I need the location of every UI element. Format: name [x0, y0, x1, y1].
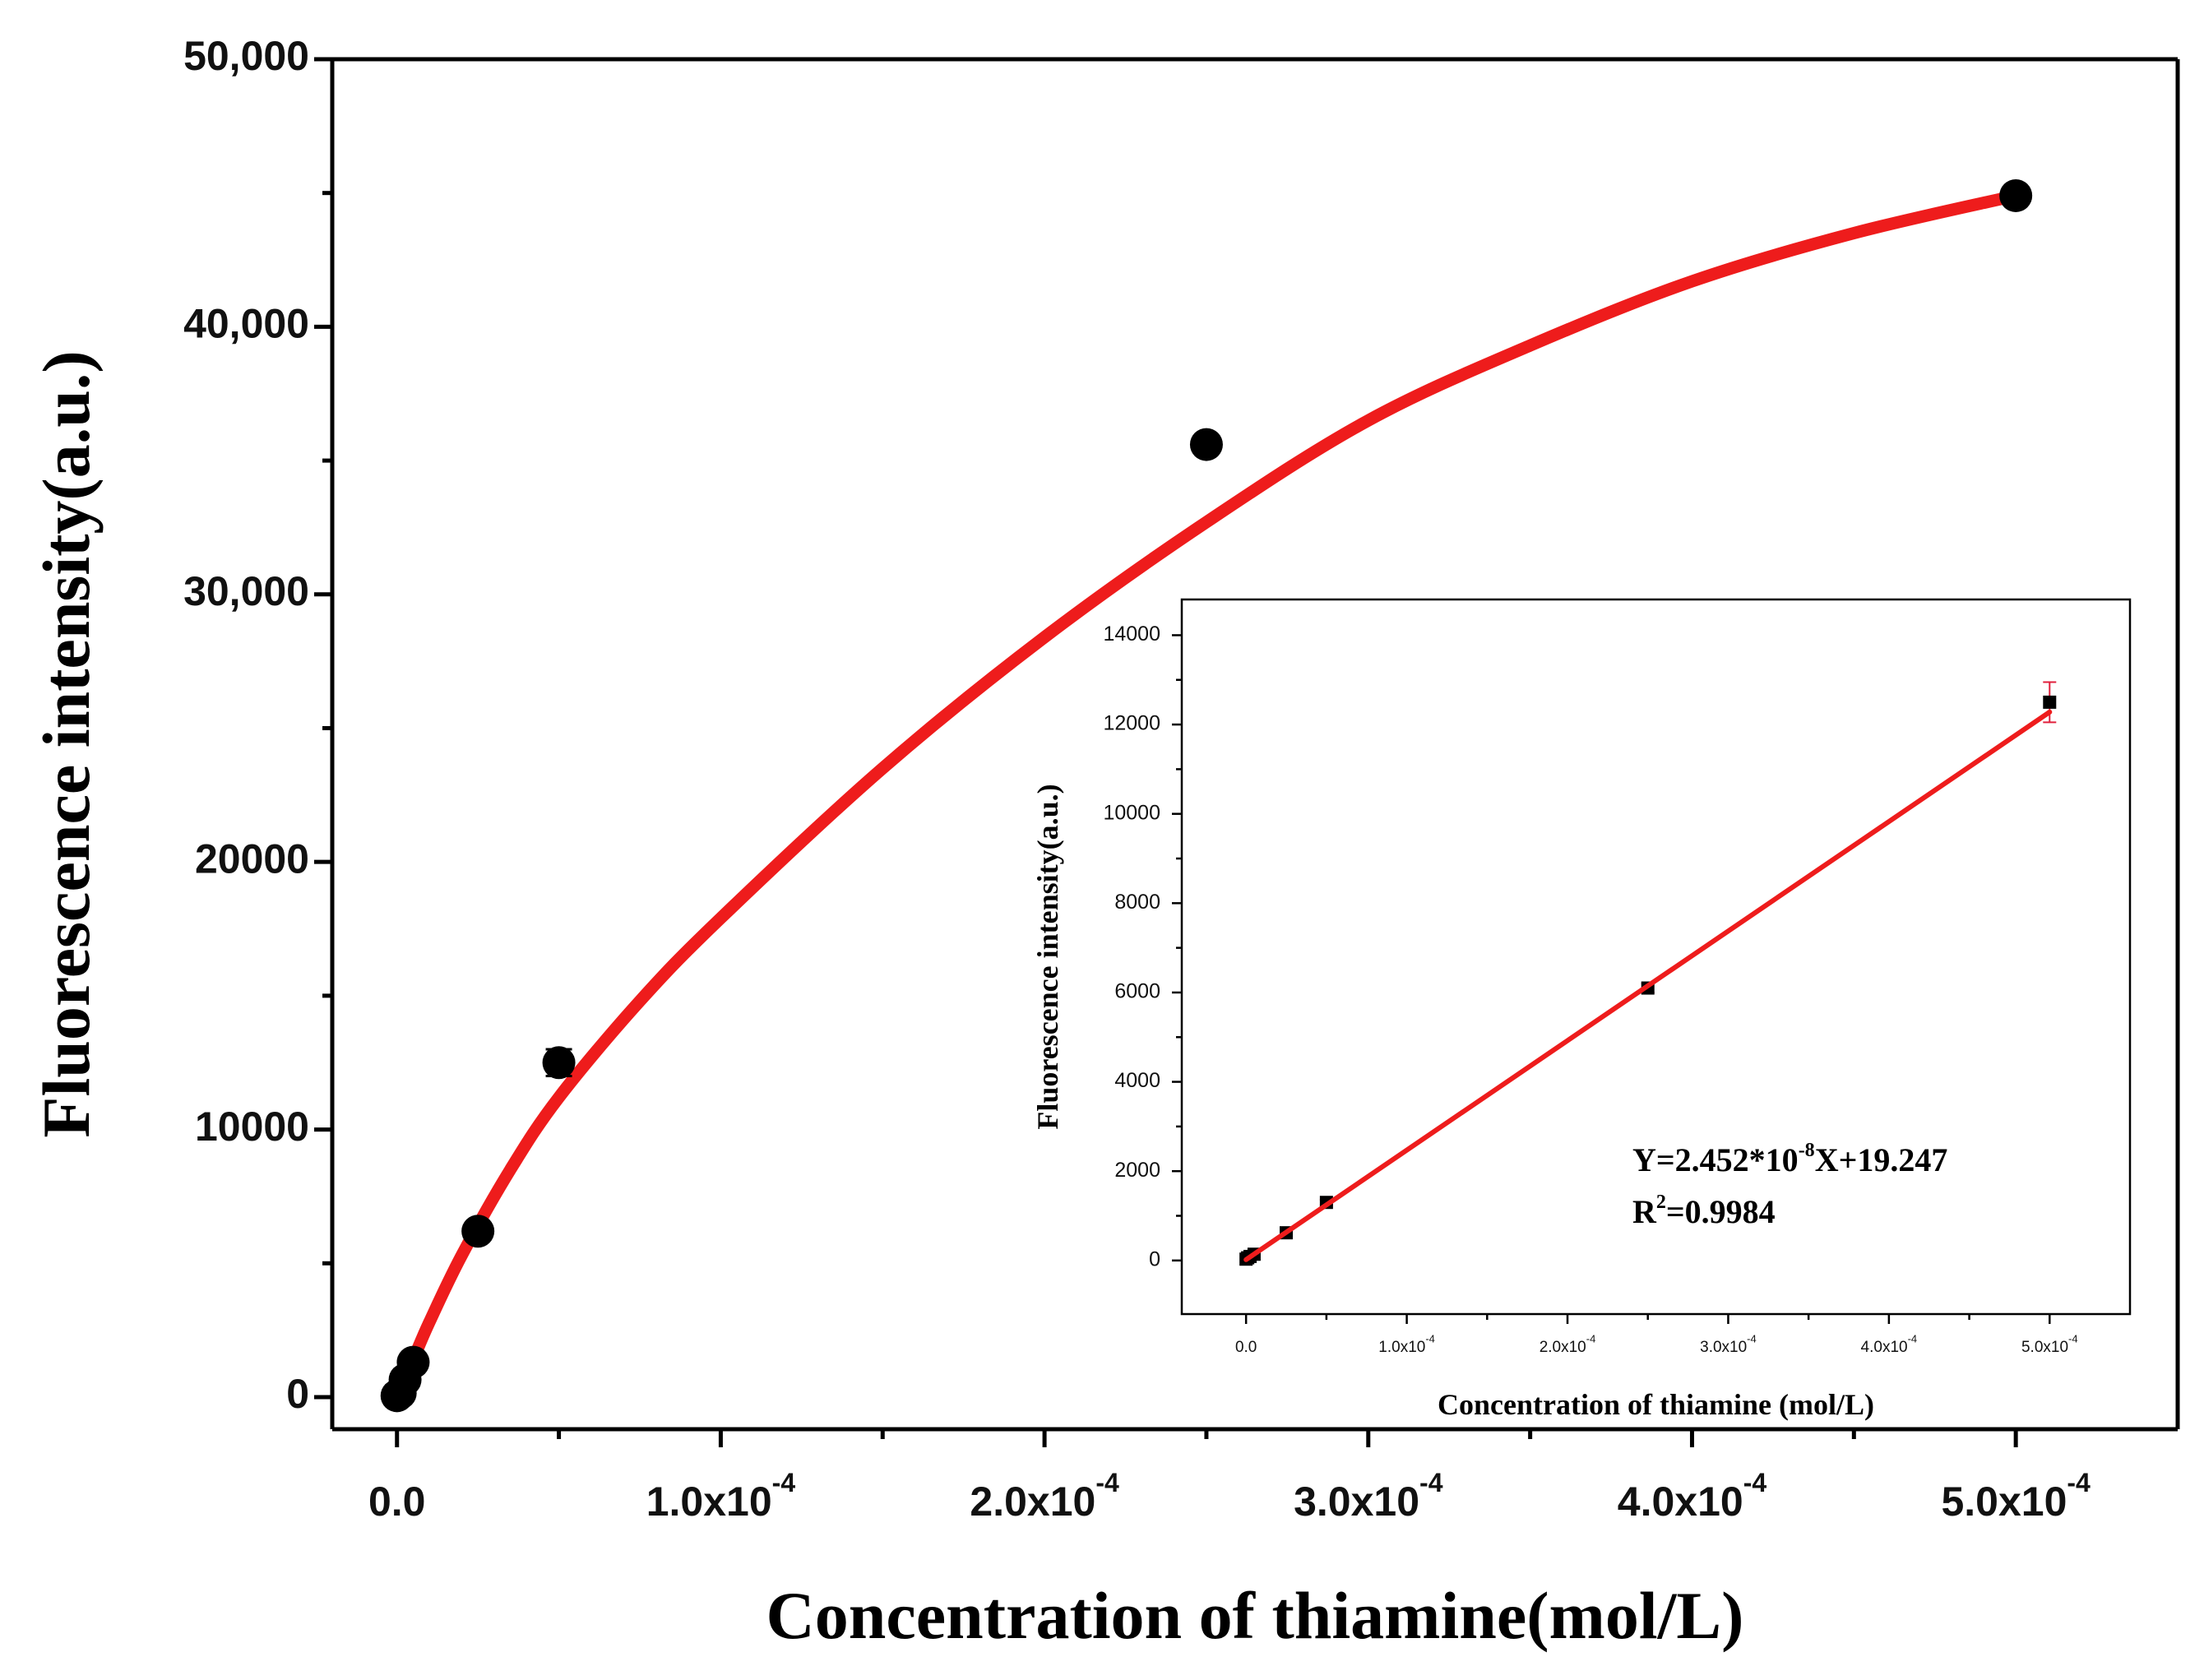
x-tick-label: 0.0 — [1235, 1339, 1257, 1356]
y-tick-label: 0 — [286, 1371, 309, 1417]
y-tick-label: 10000 — [1103, 801, 1160, 824]
y-tick-label: 30,000 — [183, 568, 309, 614]
y-tick-label: 10000 — [195, 1104, 309, 1150]
data-point — [542, 1046, 576, 1080]
x-tick-label: 1.0x10-4 — [646, 1468, 796, 1525]
y-tick-label: 14000 — [1103, 622, 1160, 646]
data-point — [396, 1345, 430, 1379]
x-tick-label: 1.0x10-4 — [1378, 1332, 1435, 1356]
y-tick-label: 50,000 — [183, 33, 309, 79]
x-tick-label: 5.0x10-4 — [2021, 1332, 2078, 1356]
y-tick-label: 12000 — [1103, 712, 1160, 735]
fit-curve — [1243, 709, 2053, 1262]
x-tick-label: 0.0 — [368, 1479, 426, 1525]
data-point — [2043, 695, 2057, 709]
x-axis-title: Concentration of thiamine (mol/L) — [1438, 1388, 1874, 1421]
y-tick-label: 6000 — [1114, 980, 1160, 1003]
y-tick-label: 0 — [1149, 1247, 1160, 1270]
x-tick-label: 4.0x10-4 — [1618, 1468, 1767, 1525]
y-tick-label: 40,000 — [183, 301, 309, 347]
y-tick-label: 4000 — [1114, 1069, 1160, 1092]
y-tick-label: 2000 — [1114, 1159, 1160, 1182]
data-point — [1189, 428, 1223, 461]
fit-equation: Y=2.452*10-8X+19.247 — [1632, 1140, 1947, 1178]
x-tick-label: 2.0x10-4 — [1540, 1332, 1596, 1356]
data-point — [461, 1215, 495, 1248]
y-tick-label: 20000 — [195, 835, 309, 882]
x-tick-label: 3.0x10-4 — [1700, 1332, 1757, 1356]
inset-plot: 0 2000 4000 6000 8000 10000 12000 14000 0.0 1.0x1… — [1031, 598, 2132, 1421]
y-tick-label: 8000 — [1114, 891, 1160, 914]
y-axis-title: Fluorescence intensity(a.u.) — [29, 350, 104, 1137]
data-point — [1999, 178, 2033, 212]
y-axis-title: Fluorescence intensity(a.u.) — [1031, 784, 1064, 1129]
r-squared: R2=0.9984 — [1632, 1192, 1776, 1230]
x-axis-title: Concentration of thiamine(mol/L) — [766, 1578, 1744, 1653]
x-tick-label: 2.0x10-4 — [970, 1468, 1119, 1525]
x-tick-label: 4.0x10-4 — [1861, 1332, 1918, 1356]
x-tick-label: 3.0x10-4 — [1294, 1468, 1443, 1525]
x-tick-label: 5.0x10-4 — [1941, 1468, 2091, 1525]
